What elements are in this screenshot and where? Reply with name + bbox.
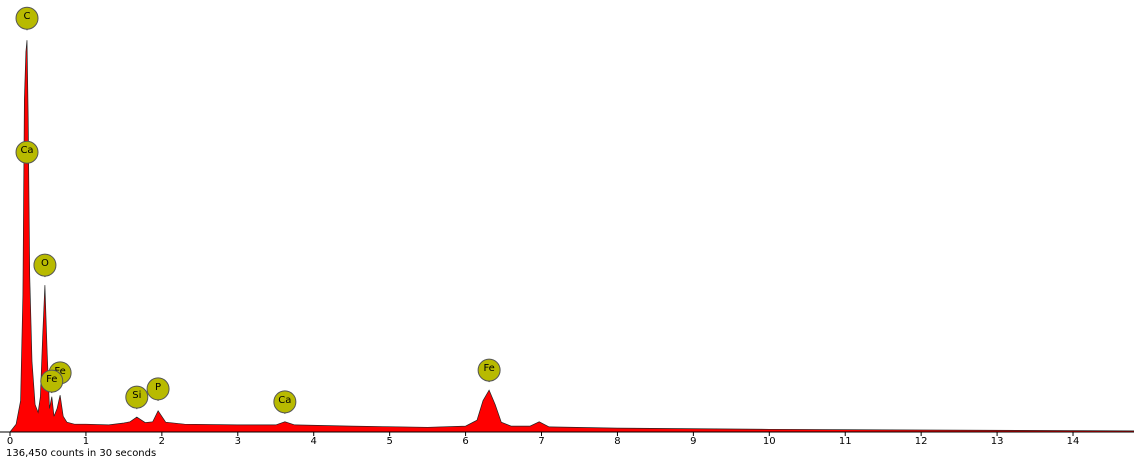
x-tick-label: 3 bbox=[235, 436, 241, 447]
x-tick-label: 13 bbox=[991, 436, 1004, 447]
element-label: Ca bbox=[278, 395, 291, 406]
element-marker bbox=[146, 377, 170, 401]
element-label: Fe bbox=[483, 363, 494, 374]
element-label: C bbox=[24, 11, 31, 22]
element-marker bbox=[477, 358, 501, 382]
x-tick-label: 6 bbox=[462, 436, 468, 447]
element-label: Si bbox=[132, 390, 141, 401]
x-tick-label: 14 bbox=[1067, 436, 1080, 447]
x-tick-label: 5 bbox=[386, 436, 392, 447]
element-label: Fe bbox=[46, 374, 57, 385]
x-tick-label: 9 bbox=[690, 436, 696, 447]
element-marker bbox=[125, 385, 149, 409]
x-tick-label: 8 bbox=[614, 436, 620, 447]
element-marker bbox=[40, 369, 64, 393]
element-marker bbox=[15, 140, 39, 164]
element-marker bbox=[33, 253, 57, 277]
x-tick-label: 7 bbox=[538, 436, 544, 447]
x-tick-label: 4 bbox=[311, 436, 317, 447]
x-tick-label: 12 bbox=[915, 436, 928, 447]
element-marker bbox=[273, 390, 297, 414]
element-label: Fe bbox=[54, 366, 65, 377]
footer: 136,450 counts in 30 seconds bbox=[6, 448, 156, 459]
x-tick-label: 2 bbox=[159, 436, 165, 447]
element-label: O bbox=[41, 258, 49, 269]
x-tick-label: 0 bbox=[7, 436, 13, 447]
element-label: P bbox=[155, 382, 161, 393]
element-label: Ca bbox=[20, 145, 33, 156]
x-tick-label: 1 bbox=[83, 436, 89, 447]
x-tick-label: 10 bbox=[763, 436, 776, 447]
element-marker bbox=[15, 6, 39, 30]
spectrum-area bbox=[9, 40, 1134, 433]
x-tick-label: 11 bbox=[839, 436, 852, 447]
